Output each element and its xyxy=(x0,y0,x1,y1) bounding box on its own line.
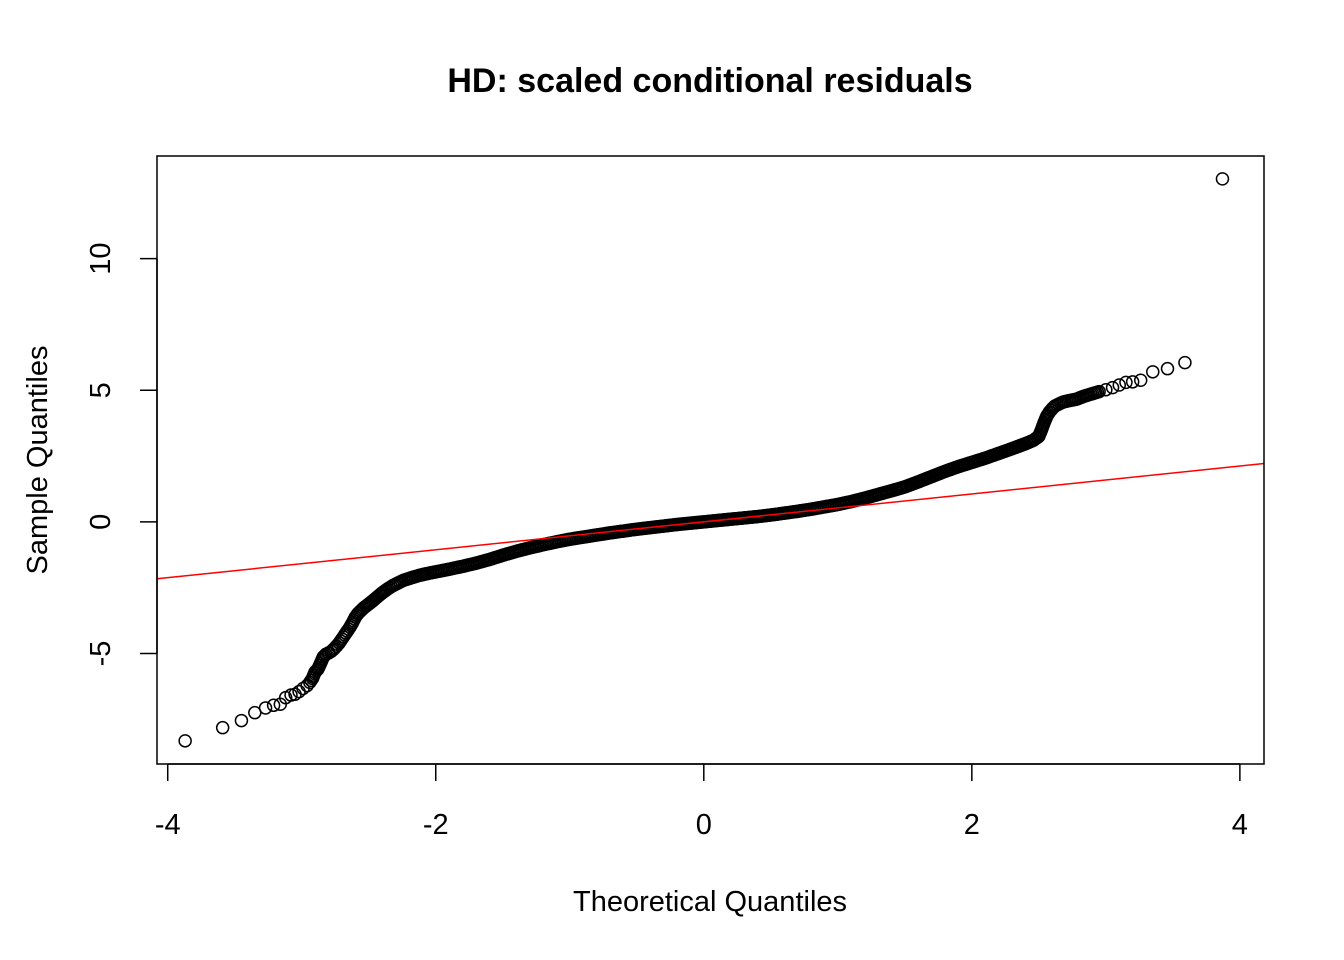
x-tick-label: 2 xyxy=(964,809,980,841)
data-point xyxy=(1133,373,1148,387)
x-tick-label: 0 xyxy=(696,809,712,841)
chart-title: HD: scaled conditional residuals xyxy=(447,62,972,100)
data-point xyxy=(266,698,281,713)
data-point xyxy=(215,720,230,735)
x-tick-label: -2 xyxy=(423,809,449,841)
data-point xyxy=(1119,375,1133,390)
data-point xyxy=(1160,361,1175,376)
data-point xyxy=(1099,382,1113,397)
marks-layer: -4 -2 0 2 4 -5 0 5 10 xyxy=(85,172,1265,841)
y-tick-label: 10 xyxy=(85,243,117,275)
data-point xyxy=(1105,380,1120,395)
data-point xyxy=(258,701,273,715)
data-point xyxy=(178,734,192,748)
data-point xyxy=(1125,375,1140,389)
x-axis-label: Theoretical Quantiles xyxy=(573,886,847,918)
data-point xyxy=(292,684,306,699)
x-tick-label: -4 xyxy=(155,809,181,841)
data-point xyxy=(1215,172,1230,186)
y-tick-label: 0 xyxy=(85,514,117,530)
x-tick-label: 4 xyxy=(1232,809,1248,841)
data-point xyxy=(1092,384,1106,399)
y-tick-label: -5 xyxy=(85,641,117,667)
plot-frame xyxy=(156,155,1265,765)
data-point xyxy=(234,713,249,728)
y-tick-label: 5 xyxy=(85,382,117,398)
data-point xyxy=(1146,365,1160,379)
reference-line xyxy=(156,462,1265,580)
y-axis-label: Sample Quantiles xyxy=(22,346,54,575)
data-point xyxy=(1112,378,1127,392)
data-point xyxy=(1178,355,1192,370)
